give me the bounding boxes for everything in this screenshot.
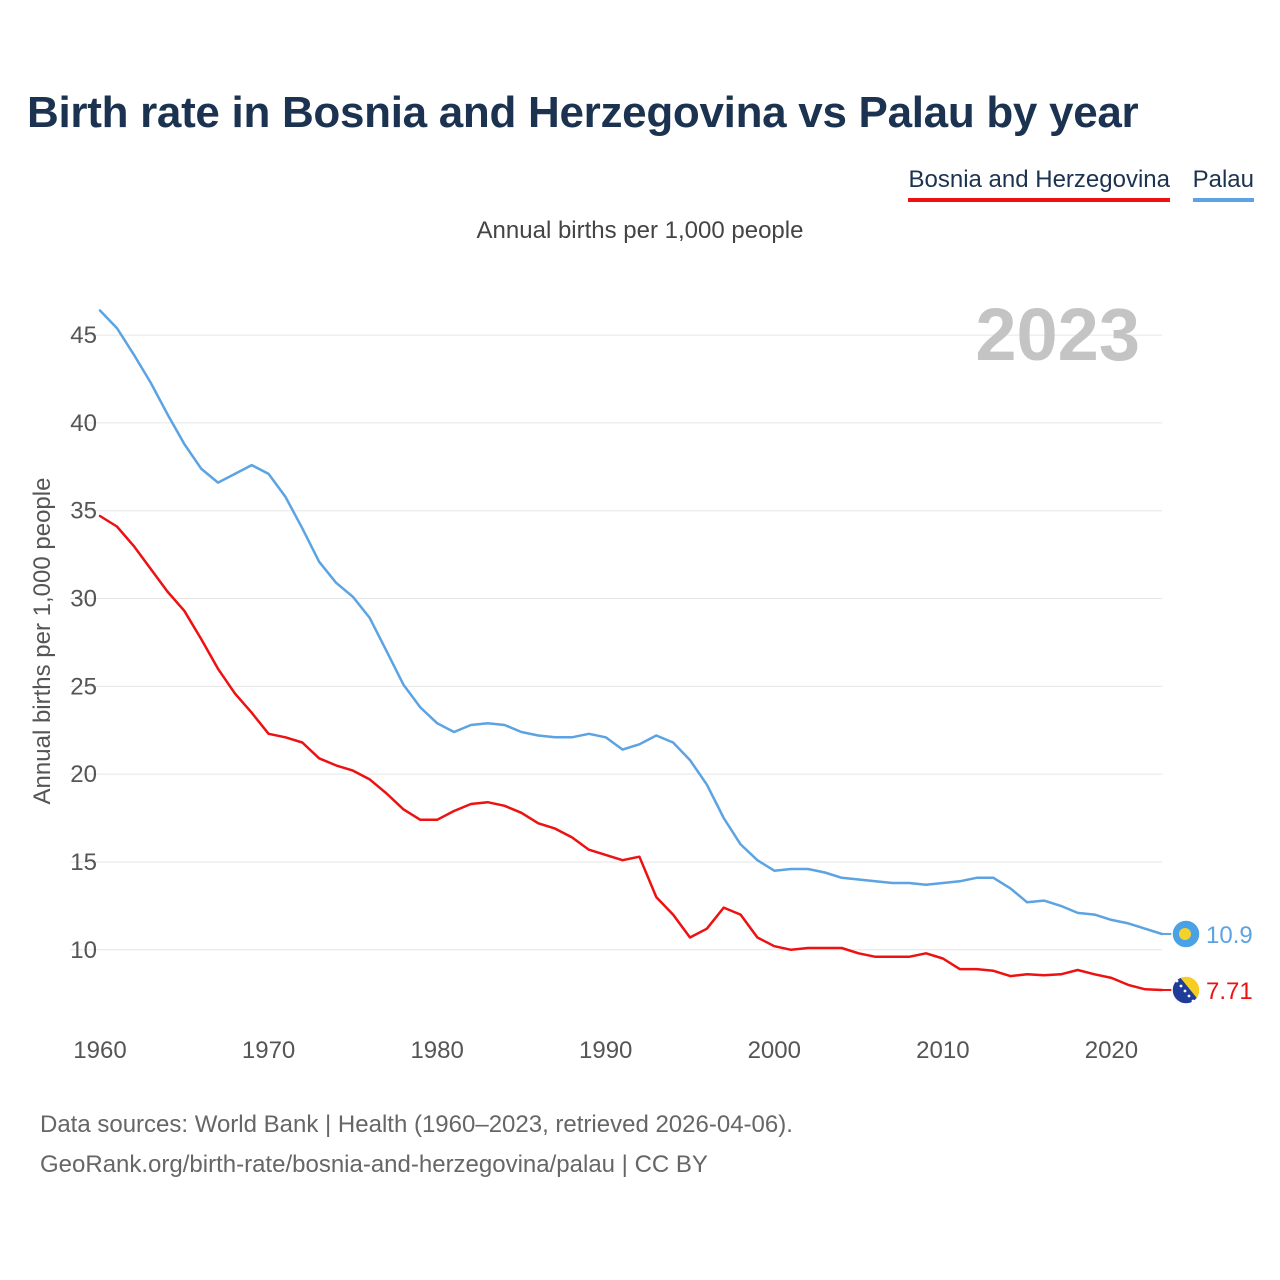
y-tick-label: 20 <box>70 761 97 788</box>
line-chart: 2023 10 15 20 25 30 35 40 45 1960 1970 1980 1990 20… <box>29 293 1253 1064</box>
legend-item-bosnia[interactable]: Bosnia and Herzegovina <box>908 166 1170 202</box>
y-tick-label: 15 <box>70 849 97 876</box>
grid-lines <box>70 334 1162 951</box>
x-tick-label: 1970 <box>242 1037 295 1064</box>
footer-sources: Data sources: World Bank | Health (1960–… <box>40 1111 793 1138</box>
x-tick-label: 1980 <box>410 1037 463 1064</box>
y-axis-label: Annual births per 1,000 people <box>29 478 56 805</box>
y-tick-label: 45 <box>70 322 97 349</box>
year-watermark: 2023 <box>975 293 1140 376</box>
y-tick-label: 30 <box>70 586 97 613</box>
x-tick-label: 1960 <box>73 1037 126 1064</box>
end-value-label: 7.71 <box>1206 978 1253 1005</box>
x-tick-label: 2020 <box>1085 1037 1138 1064</box>
series-lines <box>98 309 1164 992</box>
legend-item-palau[interactable]: Palau <box>1192 166 1254 202</box>
chart-title: Birth rate in Bosnia and Herzegovina vs … <box>27 88 1139 137</box>
footer: Data sources: World Bank | Health (1960–… <box>40 1105 793 1185</box>
end-value-label: 10.9 <box>1206 922 1253 949</box>
y-tick-label: 40 <box>70 410 97 437</box>
chart-subtitle: Annual births per 1,000 people <box>476 217 804 244</box>
x-tick-label: 1990 <box>579 1037 632 1064</box>
bosnia-flag-icon <box>1171 975 1201 1005</box>
x-axis-ticks: 1960 1970 1980 1990 2000 2010 2020 <box>73 1037 1138 1064</box>
footer-link[interactable]: GeoRank.org/birth-rate/bosnia-and-herzeg… <box>40 1151 708 1178</box>
x-tick-label: 2010 <box>916 1037 969 1064</box>
y-tick-label: 10 <box>70 937 97 964</box>
series-line-bosnia[interactable] <box>98 514 1164 992</box>
y-axis-ticks: 10 15 20 25 30 35 40 45 <box>70 322 97 964</box>
series-line-palau[interactable] <box>98 309 1164 936</box>
palau-flag-icon <box>1171 919 1201 949</box>
y-tick-label: 35 <box>70 498 97 525</box>
y-tick-label: 25 <box>70 673 97 700</box>
series-end-labels: 7.71 10.9 <box>1162 919 1253 1005</box>
x-tick-label: 2000 <box>748 1037 801 1064</box>
